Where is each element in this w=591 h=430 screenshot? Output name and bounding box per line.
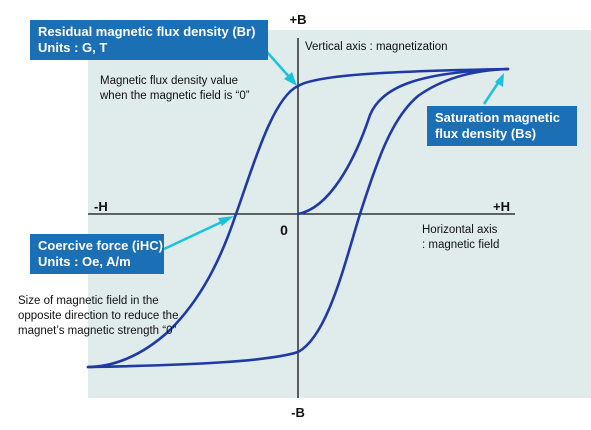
saturation-arrow: [482, 79, 502, 105]
coercive-description-line: magnet’s magnetic strength “0”: [18, 325, 177, 337]
residual-arrow: [266, 51, 293, 81]
horizontal-axis-note: Horizontal axis : magnetic field: [422, 223, 499, 253]
residual-flux-callout-title: Residual magnetic flux density (Br): [38, 24, 256, 39]
hysteresis-lower-branch: [86, 67, 510, 369]
hysteresis-upper-branch: [86, 67, 510, 369]
axis-label-minus-b: -B: [291, 405, 305, 420]
horizontal-axis-note-line: Horizontal axis: [422, 224, 498, 236]
axis-label-plus-h: +H: [493, 199, 510, 214]
residual-flux-callout-units: Units : G, T: [38, 40, 108, 55]
coercive-force-callout: Coercive force (iHC) Units : Oe, A/m: [30, 234, 164, 274]
saturation-flux-callout-line: flux density (Bs): [435, 126, 537, 141]
saturation-arrowhead: [495, 73, 504, 87]
br-description-line: Magnetic flux density value: [100, 75, 239, 87]
origin-label: 0: [280, 222, 288, 238]
coercive-description-line: Size of magnetic field in the: [18, 295, 159, 307]
coercive-arrowhead: [218, 216, 234, 226]
coercive-force-callout-title: Coercive force (iHC): [38, 238, 163, 253]
horizontal-axis-note-line: : magnetic field: [422, 239, 500, 251]
initial-magnetization-curve: [296, 67, 510, 216]
br-description-line: when the magnetic field is “0”: [100, 90, 250, 102]
axis-label-minus-h: -H: [94, 199, 108, 214]
axis-label-plus-b: +B: [290, 12, 307, 27]
residual-flux-callout: Residual magnetic flux density (Br) Unit…: [30, 20, 268, 60]
coercive-force-callout-units: Units : Oe, A/m: [38, 254, 131, 269]
coercive-arrow: [163, 218, 227, 251]
coercive-description: Size of magnetic field in the opposite d…: [18, 294, 178, 339]
br-description: Magnetic flux density value when the mag…: [100, 74, 250, 104]
coercive-description-line: opposite direction to reduce the: [18, 310, 179, 322]
saturation-flux-callout-line: Saturation magnetic: [435, 110, 560, 125]
saturation-flux-callout: Saturation magnetic flux density (Bs): [427, 106, 577, 146]
vertical-axis-note: Vertical axis : magnetization: [305, 41, 448, 53]
residual-arrowhead: [284, 72, 297, 86]
